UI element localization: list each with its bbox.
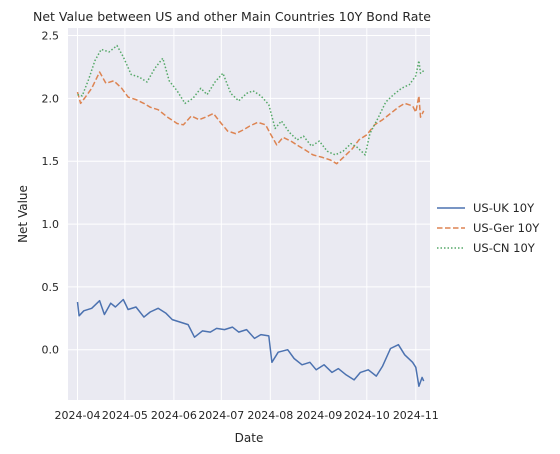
y-tick-label: 1.5 [42, 155, 60, 168]
series-lines [76, 44, 425, 387]
x-tick-label: 2024-10 [344, 409, 390, 422]
legend: US-UK 10Y US-Ger 10Y US-CN 10Y [437, 201, 540, 255]
grid-lines [68, 28, 430, 400]
y-tick-label: 1.0 [42, 218, 60, 231]
x-tick-label: 2024-07 [198, 409, 244, 422]
x-tick-label: 2024-08 [247, 409, 293, 422]
y-tick-label: 2.0 [42, 92, 60, 105]
y-tick-labels: 0.0 0.5 1.0 1.5 2.0 2.5 [42, 30, 60, 357]
series-line-1 [76, 298, 425, 387]
x-axis-label: Date [235, 431, 264, 445]
x-tick-label: 2024-05 [102, 409, 148, 422]
series-line-2 [76, 71, 425, 165]
x-tick-label: 2024-04 [55, 409, 101, 422]
series-line-3 [77, 44, 425, 156]
y-tick-label: 0.5 [42, 281, 60, 294]
legend-label: US-UK 10Y [473, 201, 535, 215]
x-tick-labels: 2024-04 2024-05 2024-06 2024-07 2024-08 2024-… [55, 409, 439, 422]
x-tick-label: 2024-06 [151, 409, 197, 422]
y-tick-label: 0.0 [42, 344, 60, 357]
x-tick-label: 2024-11 [393, 409, 439, 422]
x-tick-label: 2024-09 [296, 409, 342, 422]
chart-title: Net Value between US and other Main Coun… [33, 9, 431, 24]
y-tick-label: 2.5 [42, 30, 60, 43]
plot-area [68, 28, 430, 400]
legend-label: US-CN 10Y [473, 241, 536, 255]
y-axis-label: Net Value [16, 185, 30, 243]
legend-label: US-Ger 10Y [473, 221, 540, 235]
